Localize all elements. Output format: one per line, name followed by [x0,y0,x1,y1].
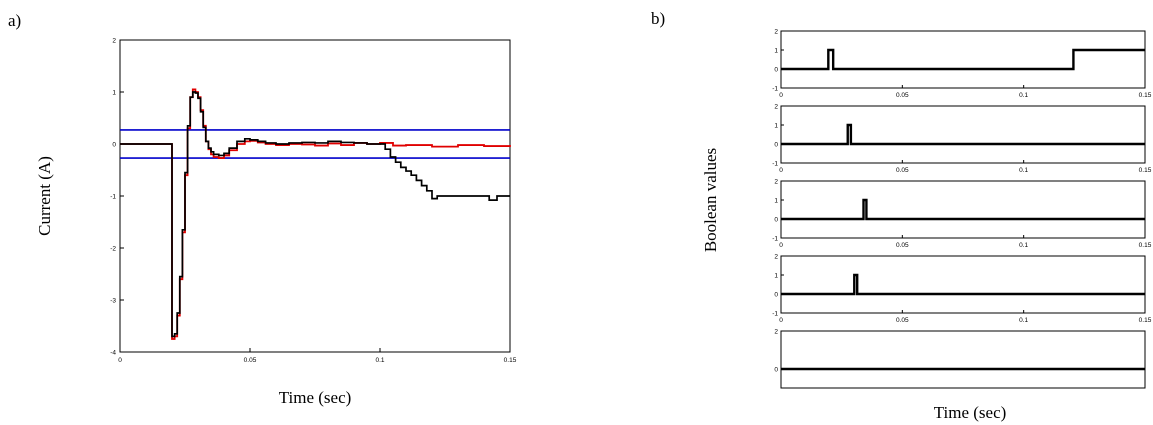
chart-a-threshold-lines [120,129,510,159]
subplot-ytick-label: -1 [772,86,778,93]
chart-a-ytick-label: -4 [110,350,116,357]
subplot-ytick-label: -1 [772,236,778,243]
chart-b-xlabel: Time (sec) [934,403,1007,422]
chart-b-ylabel: Boolean values [701,148,720,252]
boolean-signal-line [781,198,1145,221]
subplot-ytick-label: 0 [774,67,778,74]
subplot-xtick-label: 0.1 [1019,242,1028,249]
subplot-ytick-label: 2 [774,329,778,336]
chart-a-ytick-label: 1 [112,90,116,97]
subplot-xtick-label: 0.1 [1019,167,1028,174]
chart-a-ticks: 0 0.05 0.1 0.15 -4 -3 -2 -1 0 1 2 [110,38,516,365]
subplot-xtick-label: 0.05 [896,92,909,99]
subplot-ytick-label: 1 [774,123,778,130]
subplot-ytick-label: 1 [774,48,778,55]
chart-a-ylabel: Current (A) [35,156,54,236]
subplot-frame [780,30,1146,89]
subplot-xtick-label: 0 [779,317,783,324]
black-current-line [120,91,510,338]
chart-a-xtick-label: 0.15 [504,357,517,364]
subplot-xtick-label: 0 [779,92,783,99]
subplot-ytick-label: 0 [774,142,778,149]
subplot-ytick-label: -1 [772,311,778,318]
chart-a: 0 0.05 0.1 0.15 -4 -3 -2 -1 0 1 2 Time (sec) Curre… [35,38,517,408]
subplot-frame [780,105,1146,164]
chart-a-xlabel: Time (sec) [279,388,352,407]
subplot-xtick-label: 0.15 [1139,317,1152,324]
boolean-signal-line [781,123,1145,146]
panel-label-b: b) [651,9,665,28]
subplot-xtick-label: 0.15 [1139,242,1152,249]
subplot-xtick-label: 0.05 [896,167,909,174]
subplot-ytick-label: 0 [774,367,778,374]
chart-a-ytick-label: -3 [110,298,116,305]
subplot-frame [780,255,1146,314]
subplot-ytick-label: 0 [774,292,778,299]
subplot-xtick-label: 0.1 [1019,92,1028,99]
subplot-xtick-label: 0 [779,242,783,249]
subplot-frame [780,180,1146,239]
subplot-frame [780,330,1146,389]
chart-a-xtick-label: 0.1 [375,357,384,364]
chart-a-ytick-label: -2 [110,246,116,253]
subplot-xtick-label: 0.05 [896,317,909,324]
subplot-ytick-label: 2 [774,104,778,111]
chart-a-ytick-label: -1 [110,194,116,201]
chart-a-xtick-label: 0 [118,357,122,364]
chart-a-ytick-label: 2 [112,38,116,45]
subplot-xtick-label: 0.15 [1139,92,1152,99]
subplot-ytick-label: 2 [774,254,778,261]
subplot-ytick-label: 1 [774,198,778,205]
chart-a-ytick-label: 0 [112,142,116,149]
panel-label-a: a) [8,11,21,30]
subplot-ytick-label: 2 [774,29,778,36]
subplot-xtick-label: 0.15 [1139,167,1152,174]
boolean-signal-line [781,273,1145,296]
subplot-ytick-label: 2 [774,179,778,186]
chart-a-xtick-label: 0.05 [244,357,257,364]
subplot-xtick-label: 0.05 [896,242,909,249]
boolean-signal-line [781,48,1145,71]
subplot-ytick-label: 1 [774,273,778,280]
subplot-ytick-label: 0 [774,217,778,224]
subplot-ytick-label: -1 [772,161,778,168]
chart-a-series [120,88,511,340]
boolean-subplot-5: 02 [774,329,1146,389]
subplot-xtick-label: 0.1 [1019,317,1028,324]
subplot-xtick-label: 0 [779,167,783,174]
